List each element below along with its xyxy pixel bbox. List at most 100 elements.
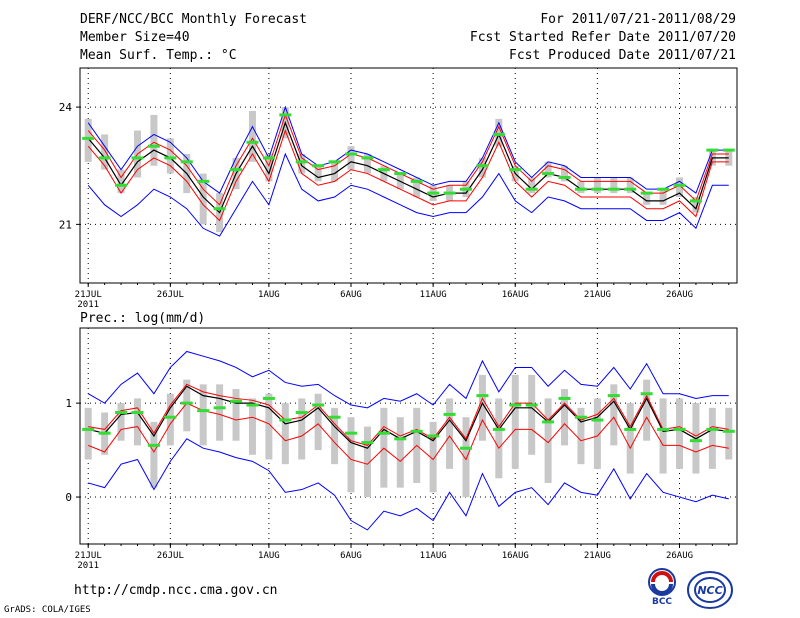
- member-box: [347, 146, 355, 170]
- member-box: [528, 177, 536, 194]
- y-tick-label: 1: [65, 397, 72, 410]
- climatology-mark: [410, 179, 423, 183]
- climatology-mark: [657, 427, 670, 431]
- member-box: [593, 177, 601, 194]
- series-lower-outer: [88, 438, 729, 531]
- climatology-mark: [180, 160, 193, 164]
- climatology-mark: [328, 160, 341, 164]
- climatology-mark: [459, 446, 472, 450]
- member-box: [528, 374, 536, 455]
- member-box: [199, 173, 207, 225]
- series-upper-outer: [87, 105, 729, 194]
- climatology-mark: [361, 156, 374, 160]
- climatology-mark: [131, 411, 144, 415]
- climatology-mark: [115, 411, 128, 415]
- member-box: [708, 407, 716, 469]
- climatology-mark: [673, 183, 686, 187]
- climatology-mark: [131, 156, 144, 160]
- member-box: [363, 426, 371, 498]
- climatology-mark: [98, 156, 111, 160]
- x-tick-label: 21AUG: [584, 290, 611, 300]
- x-tick-label: 11AUG: [420, 290, 447, 300]
- climatology-mark: [82, 427, 95, 431]
- member-box: [101, 134, 109, 170]
- member-box: [298, 398, 306, 460]
- climatology-mark: [164, 415, 177, 419]
- climatology-mark: [657, 187, 670, 191]
- series-lower-outer: [87, 152, 729, 237]
- member-box: [692, 197, 700, 213]
- member-box: [643, 379, 651, 441]
- climatology-mark: [279, 113, 292, 117]
- climatology-mark: [427, 191, 440, 195]
- climatology-mark: [328, 415, 341, 419]
- x-tick-label: 6AUG: [340, 551, 362, 561]
- member-box: [446, 398, 454, 469]
- climatology-mark: [624, 427, 637, 431]
- member-box: [84, 407, 92, 460]
- climatology-mark: [213, 406, 226, 410]
- member-box: [659, 189, 667, 205]
- climatology-mark: [98, 431, 111, 435]
- series-ensemble-mean: [87, 120, 729, 214]
- climatology-mark: [394, 437, 407, 441]
- climatology-mark: [312, 164, 325, 168]
- x-tick-label: 26JUL: [157, 290, 184, 300]
- climatology-mark: [591, 187, 604, 191]
- plot-frame: [79, 67, 738, 284]
- member-box: [248, 398, 256, 455]
- climatology-mark: [213, 207, 226, 211]
- member-box: [626, 403, 634, 474]
- plot-frame: [79, 327, 738, 545]
- climatology-mark: [262, 396, 275, 400]
- website-url[interactable]: http://cmdp.ncc.cma.gov.cn: [74, 583, 278, 598]
- climatology-mark: [377, 431, 390, 435]
- climatology-mark: [230, 168, 243, 172]
- climatology-mark: [345, 152, 358, 156]
- member-box: [314, 393, 322, 451]
- series-upper-inner: [88, 383, 729, 446]
- series-upper-outer: [87, 350, 729, 409]
- member-box: [133, 398, 141, 446]
- climatology-mark: [361, 441, 374, 445]
- member-size: Member Size=40: [80, 30, 190, 45]
- member-box: [659, 398, 667, 474]
- forecast-started-date: Fcst Started Refer Date 2011/07/20: [469, 30, 736, 45]
- chart-title: DERF/NCC/BCC Monthly Forecast: [80, 12, 307, 27]
- member-box: [166, 393, 174, 446]
- series-lower-inner: [88, 402, 729, 465]
- member-box: [117, 403, 125, 441]
- bcc-logo-text: BCC: [652, 597, 672, 606]
- y-tick-label: 0: [65, 491, 72, 504]
- member-box: [331, 407, 339, 465]
- climatology-mark: [574, 187, 587, 191]
- climatology-mark: [574, 415, 587, 419]
- member-box: [199, 384, 207, 446]
- series-lower-inner: [87, 129, 729, 222]
- climatology-mark: [394, 172, 407, 176]
- member-box: [298, 154, 306, 174]
- x-tick-label: 16AUG: [502, 551, 529, 561]
- x-tick-label: 21JUL: [75, 290, 102, 300]
- member-box: [626, 177, 634, 194]
- climatology-mark: [607, 187, 620, 191]
- climatology-mark: [525, 403, 538, 407]
- climatology-mark: [459, 187, 472, 191]
- climatology-mark: [509, 403, 522, 407]
- climatology-mark: [607, 394, 620, 398]
- member-box: [544, 398, 552, 483]
- x-tick-label: 26JUL: [157, 551, 184, 561]
- climatology-mark: [706, 148, 719, 152]
- member-box: [232, 389, 240, 441]
- x-tick-label: 26AUG: [666, 551, 693, 561]
- member-box: [676, 177, 684, 197]
- bcc-logo: BCC: [648, 568, 676, 606]
- climatology-mark: [689, 439, 702, 443]
- x-year-label: 2011: [77, 300, 99, 310]
- member-box: [593, 398, 601, 469]
- x-tick-label: 26AUG: [666, 290, 693, 300]
- member-box: [265, 393, 273, 460]
- climatology-mark: [722, 148, 735, 152]
- climatology-mark: [312, 403, 325, 407]
